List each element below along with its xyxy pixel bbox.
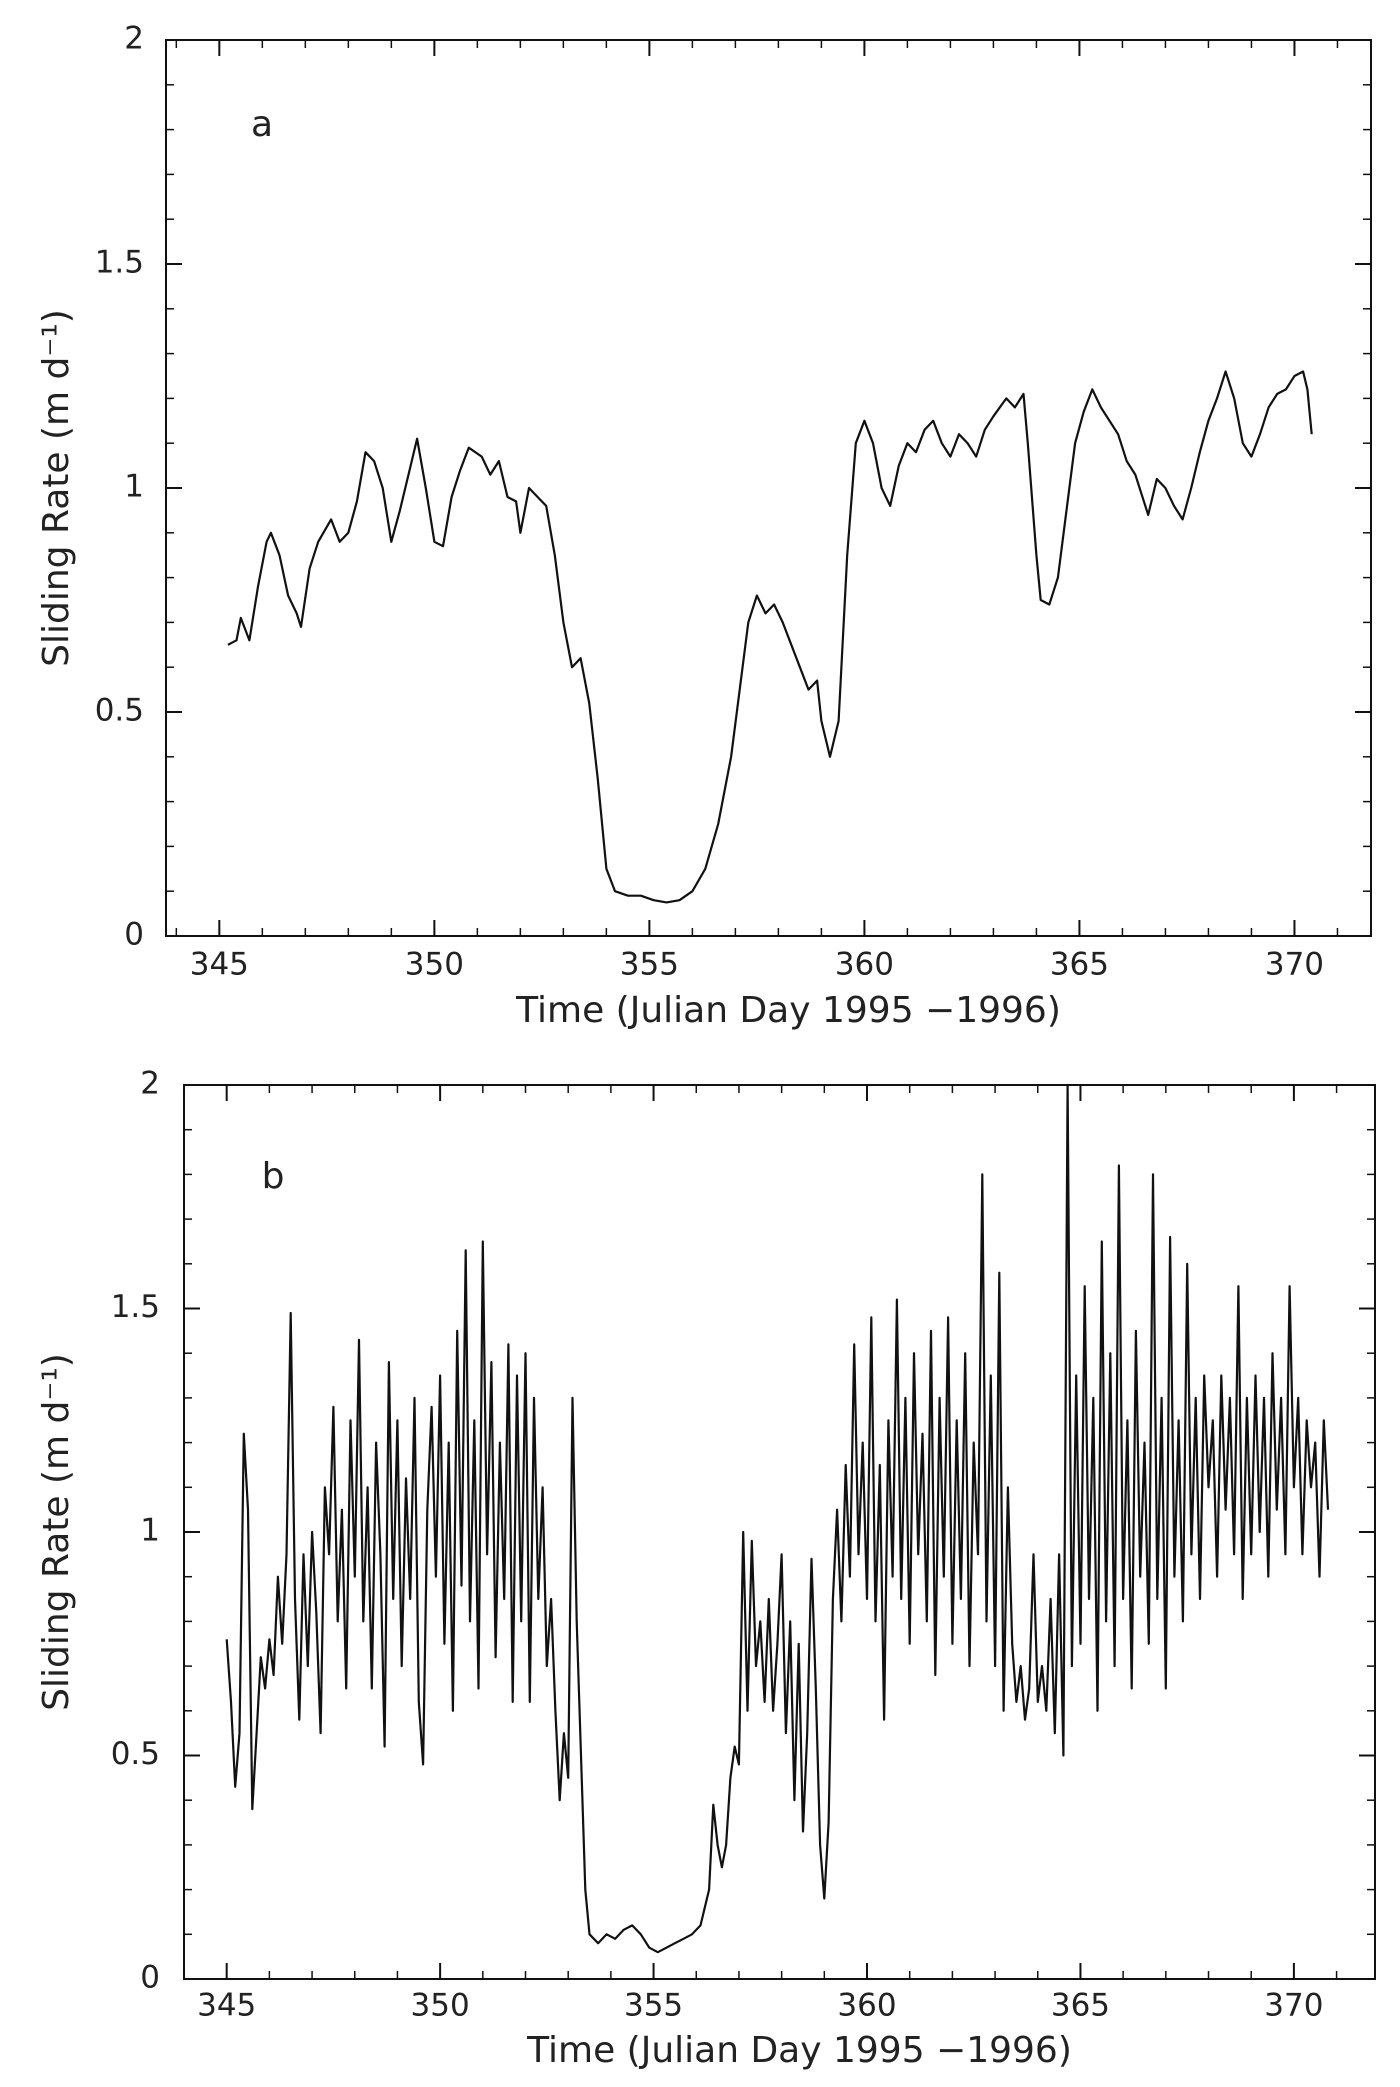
x-tick-label: 370 — [1265, 947, 1324, 983]
panel-label: b — [262, 1156, 285, 1197]
x-axis-label: Time (Julian Day 1995 −1996) — [526, 2030, 1072, 2071]
x-tick-label: 355 — [624, 1988, 683, 2024]
y-tick-label: 0.5 — [95, 693, 144, 729]
y-tick-label: 2 — [140, 1066, 160, 1102]
y-tick-label: 2 — [124, 21, 144, 57]
y-tick-label: 1 — [124, 469, 144, 505]
x-tick-label: 370 — [1264, 1988, 1323, 2024]
x-tick-label: 360 — [837, 1988, 896, 2024]
y-tick-label: 1.5 — [111, 1289, 160, 1325]
panel-label: a — [251, 104, 273, 145]
y-tick-label: 1 — [140, 1513, 160, 1549]
x-axis-label: Time (Julian Day 1995 −1996) — [515, 990, 1061, 1031]
x-tick-label: 355 — [620, 947, 679, 983]
x-tick-label: 365 — [1051, 1988, 1110, 2024]
y-tick-label: 0.5 — [111, 1736, 160, 1772]
x-tick-label: 365 — [1050, 947, 1109, 983]
x-tick-label: 345 — [197, 1988, 256, 2024]
x-tick-label: 360 — [835, 947, 894, 983]
y-tick-label: 0 — [140, 1960, 160, 1996]
y-axis-label: Sliding Rate (m d⁻¹) — [36, 1353, 77, 1711]
x-tick-label: 350 — [411, 1988, 470, 2024]
x-tick-label: 350 — [405, 947, 464, 983]
y-tick-label: 1.5 — [95, 245, 144, 281]
data-line — [227, 370, 1313, 904]
data-line — [225, 1083, 1330, 1954]
y-axis-label: Sliding Rate (m d⁻¹) — [36, 309, 77, 667]
x-tick-label: 345 — [190, 947, 249, 983]
y-tick-label: 0 — [124, 917, 144, 953]
